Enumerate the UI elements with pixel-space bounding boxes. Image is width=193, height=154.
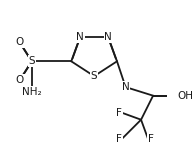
Text: NH₂: NH₂ — [22, 87, 41, 97]
Text: F: F — [148, 134, 154, 144]
Text: N: N — [76, 32, 84, 42]
Text: O: O — [16, 37, 24, 47]
Text: S: S — [28, 56, 35, 66]
Text: OH: OH — [177, 91, 193, 101]
Text: S: S — [91, 71, 97, 81]
Text: F: F — [116, 108, 122, 118]
Text: F: F — [116, 134, 122, 144]
Text: O: O — [16, 75, 24, 85]
Text: N: N — [104, 32, 112, 42]
Text: N: N — [122, 82, 130, 92]
